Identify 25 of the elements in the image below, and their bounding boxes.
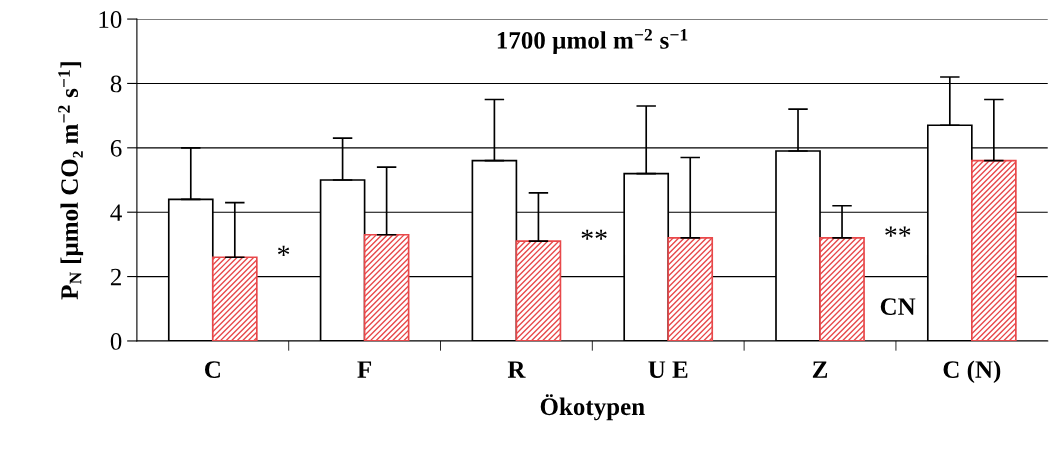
bar xyxy=(819,237,865,341)
y-tick-label: 2 xyxy=(110,268,121,286)
annotation: ** xyxy=(581,229,607,240)
annotation: * xyxy=(277,245,290,256)
y-tick-label: 8 xyxy=(110,75,122,93)
bar xyxy=(970,159,1017,341)
x-tick-label: F xyxy=(357,361,372,378)
annotation: CN xyxy=(880,298,916,316)
x-tick-label: C (N) xyxy=(943,360,1001,384)
x-tick-label: C xyxy=(204,361,220,378)
bar xyxy=(667,237,714,341)
x-tick-label: R xyxy=(507,361,526,378)
y-tick-label: 10 xyxy=(99,11,122,28)
y-tick-label: 4 xyxy=(110,204,122,221)
annotation: ** xyxy=(885,226,911,237)
y-axis-title: P$_{N}$ [µmol CO₂ m$^{−2}$ s$^{−1}$] xyxy=(58,62,84,300)
bar xyxy=(211,256,258,341)
x-tick-label: Z xyxy=(812,361,828,378)
y-tick-label: 0 xyxy=(110,333,122,350)
x-axis-title: Ökotypen xyxy=(540,394,645,421)
bar xyxy=(515,240,562,341)
chart-title: 1700 µmol m$^{−2}$ s$^{−1}$ xyxy=(497,28,688,54)
bar xyxy=(363,233,410,341)
y-tick-label: 6 xyxy=(110,139,122,157)
x-tick-label: U E xyxy=(648,361,688,378)
